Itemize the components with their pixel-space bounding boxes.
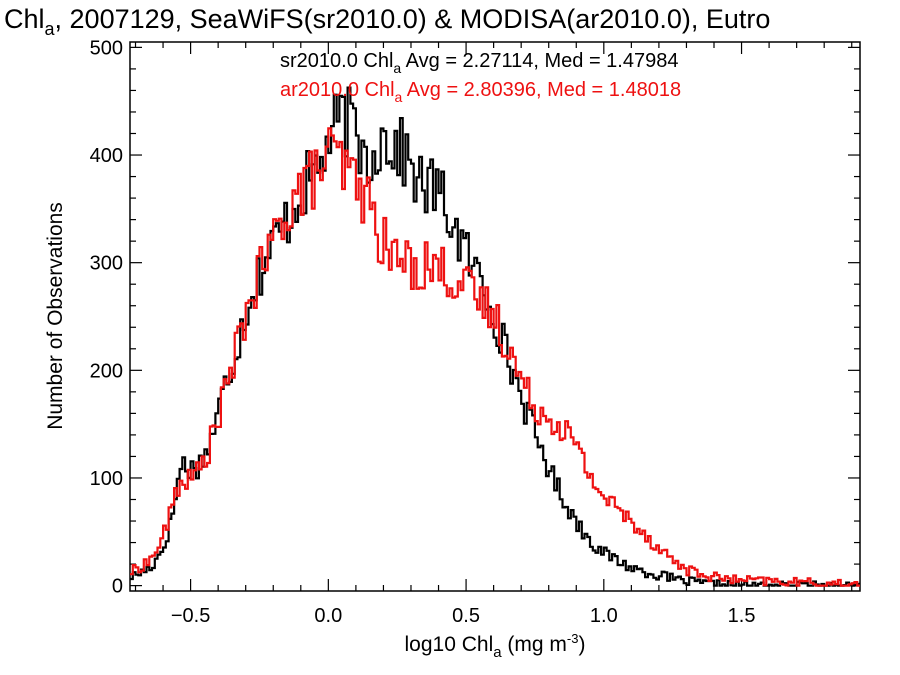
y-axis-ticks <box>130 46 860 587</box>
series-sr2010-0 <box>130 86 860 587</box>
x-tick-label: −0.5 <box>171 605 210 627</box>
title-chl-subscript: a <box>45 19 56 39</box>
title-chl: Chl <box>4 4 45 34</box>
y-tick-label: 300 <box>90 253 123 275</box>
y-tick-label: 200 <box>90 360 123 382</box>
y-tick-label: 500 <box>90 37 123 59</box>
x-axis-label-subscript: a <box>493 644 502 661</box>
legend-ar2010-rest: Avg = 2.80396, Med = 1.48018 <box>402 79 681 101</box>
title-rest: , 2007129, SeaWiFS(sr2010.0) & MODISA(ar… <box>55 4 771 34</box>
x-axis-label: log10 Chla (mg m-3) <box>405 631 586 661</box>
y-tick-label: 400 <box>90 145 123 167</box>
legend-ar2010: ar2010.0 Chla Avg = 2.80396, Med = 1.480… <box>280 79 681 105</box>
plot-frame <box>129 41 861 592</box>
chart-title: Chla, 2007129, SeaWiFS(sr2010.0) & MODIS… <box>4 4 770 39</box>
x-axis-label-superscript: -3 <box>567 631 579 646</box>
y-tick-label: 0 <box>112 576 123 598</box>
x-tick-label: 1.0 <box>590 605 618 627</box>
x-axis-label-close: ) <box>578 633 585 656</box>
y-axis-label: Number of Observations <box>44 202 67 430</box>
legend-sr2010-subscript: a <box>393 60 401 76</box>
x-axis-tick-labels: −0.5 0.0 0.5 1.0 1.5 <box>171 605 756 627</box>
x-axis-label-lead: log10 Chl <box>405 633 494 656</box>
x-tick-label: 0.5 <box>452 605 480 627</box>
x-tick-label: 1.5 <box>728 605 756 627</box>
legend-sr2010-lead: sr2010.0 Chl <box>280 50 393 72</box>
x-axis-label-units: (mg m <box>502 633 567 656</box>
legend-ar2010-lead: ar2010.0 Chl <box>280 79 395 101</box>
legend-sr2010: sr2010.0 Chla Avg = 2.27114, Med = 1.479… <box>280 50 678 76</box>
y-axis-tick-labels: 0 100 200 300 400 500 <box>90 37 123 597</box>
y-tick-label: 100 <box>90 468 123 490</box>
series-ar2010-0 <box>130 127 860 587</box>
legend-sr2010-rest: Avg = 2.27114, Med = 1.47984 <box>401 50 678 72</box>
series-layer <box>130 86 860 587</box>
x-tick-label: 0.0 <box>314 605 342 627</box>
legend-ar2010-subscript: a <box>395 89 403 105</box>
